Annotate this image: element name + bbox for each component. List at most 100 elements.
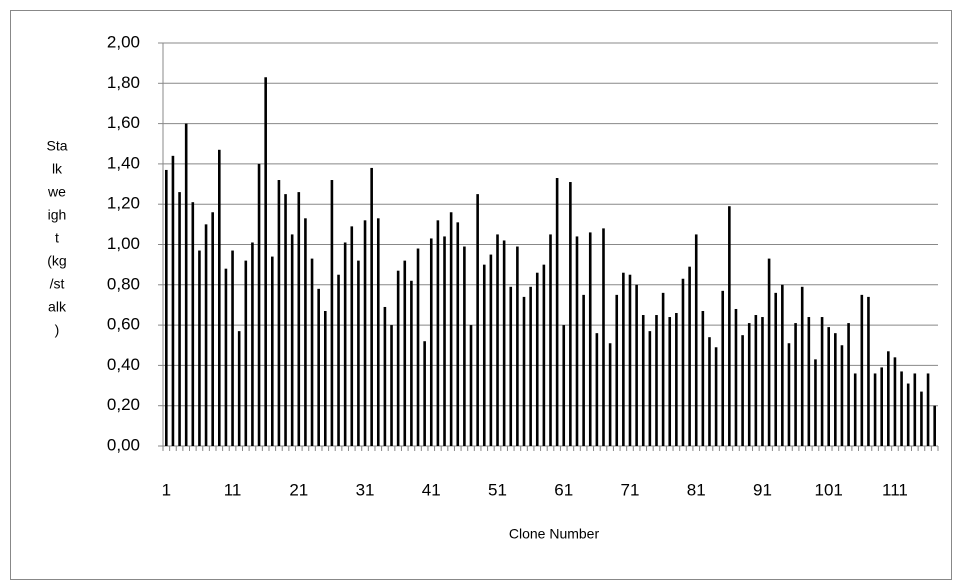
y-tick-label: 2,00 (107, 32, 140, 51)
bar (575, 236, 579, 446)
bar (264, 77, 267, 446)
x-tick-label: 71 (621, 480, 640, 499)
bar (887, 351, 890, 446)
x-tick-label: 91 (753, 480, 772, 499)
bar (688, 266, 691, 446)
bar (728, 206, 731, 446)
bar (476, 194, 479, 446)
bar (602, 228, 605, 446)
bar (648, 331, 652, 446)
bar (330, 180, 334, 446)
y-tick-label: 1,80 (107, 73, 140, 92)
y-axis-label: t (55, 230, 59, 246)
bar (867, 296, 870, 446)
bar (522, 296, 526, 446)
bar (204, 224, 208, 446)
bar (317, 288, 320, 446)
bar (641, 315, 645, 446)
bar (761, 317, 764, 446)
bar (535, 272, 539, 446)
bar (390, 325, 393, 446)
bar (370, 167, 373, 446)
bar (628, 274, 632, 446)
bar (920, 391, 923, 446)
bar (463, 246, 466, 446)
bar (714, 347, 718, 446)
bar (906, 383, 910, 446)
bar (622, 272, 625, 446)
bar (701, 310, 705, 446)
bar (847, 323, 850, 446)
x-tick-label: 51 (488, 480, 507, 499)
x-tick-label: 31 (356, 480, 375, 499)
bar (218, 149, 221, 447)
bar (416, 248, 420, 446)
y-axis-label: ) (55, 322, 60, 338)
bar (516, 246, 519, 446)
x-tick-label: 41 (422, 480, 441, 499)
bar (171, 155, 175, 446)
bar (396, 270, 400, 446)
bar (198, 250, 201, 446)
y-tick-label: 1,40 (107, 153, 140, 172)
bar (820, 317, 824, 446)
bar (814, 359, 817, 446)
bar (410, 280, 413, 446)
bar (482, 264, 486, 446)
bar (469, 325, 473, 446)
x-tick-label: 111 (882, 480, 908, 499)
y-tick-label: 0,00 (107, 435, 140, 454)
bar (774, 292, 778, 446)
bar (635, 284, 638, 446)
x-tick-label: 11 (224, 480, 242, 499)
bar (542, 264, 546, 446)
y-tick-label: 1,60 (107, 113, 140, 132)
bar (834, 333, 837, 446)
bar (615, 294, 619, 446)
x-axis-label: Clone Number (509, 526, 600, 542)
bar (860, 294, 864, 446)
x-tick-label: 21 (289, 480, 308, 499)
bar (376, 218, 380, 446)
y-axis-label: igh (48, 207, 67, 223)
x-tick-label: 81 (687, 480, 706, 499)
bar (350, 226, 354, 446)
x-tick-label: 1 (162, 480, 171, 499)
bar (681, 278, 685, 446)
bar (595, 333, 599, 446)
bar (741, 335, 744, 446)
bar (343, 242, 347, 446)
y-axis-label: lk (52, 161, 63, 177)
bar (337, 274, 340, 446)
bar (562, 325, 566, 446)
bar (489, 254, 493, 446)
bar (436, 220, 440, 446)
bar (449, 212, 453, 446)
bar (284, 194, 287, 446)
bar (675, 313, 678, 446)
bar (323, 310, 327, 446)
bar (800, 286, 804, 446)
bar (310, 258, 314, 446)
bar (873, 373, 877, 446)
y-tick-label: 0,40 (107, 355, 140, 374)
bar (496, 234, 499, 446)
bar (211, 212, 214, 446)
bar (191, 202, 195, 446)
bar (708, 337, 711, 446)
y-tick-label: 1,00 (107, 234, 140, 253)
bar (509, 286, 513, 446)
bar (224, 268, 228, 446)
y-axis-label: alk (48, 299, 67, 315)
bar (502, 240, 506, 446)
bar (257, 163, 261, 446)
bar (933, 405, 936, 446)
bar (270, 256, 274, 446)
x-tick-label: 61 (554, 480, 573, 499)
bar (900, 371, 903, 446)
bar (237, 331, 241, 446)
bar (429, 238, 433, 446)
bar (694, 234, 698, 446)
bar (569, 182, 572, 446)
